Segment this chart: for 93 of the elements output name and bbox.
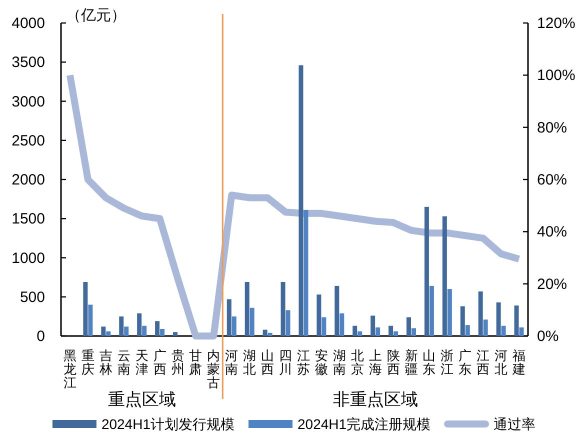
bar xyxy=(88,304,93,336)
category: 云南 xyxy=(117,348,130,377)
bar xyxy=(429,286,434,336)
category: 内蒙古 xyxy=(207,348,220,390)
bar xyxy=(83,282,88,336)
y-tick-label: 500 xyxy=(20,288,45,306)
bar xyxy=(340,313,344,336)
bar xyxy=(119,316,124,336)
bar xyxy=(478,291,483,336)
annotation: 非重点区域 xyxy=(332,390,418,409)
category: 山西 xyxy=(261,348,274,377)
bar xyxy=(137,313,142,336)
bar xyxy=(173,332,178,336)
bar xyxy=(304,210,308,336)
y2-tick-label: 60% xyxy=(537,172,568,188)
bar xyxy=(262,330,268,336)
category: 陕西 xyxy=(386,348,400,377)
bar xyxy=(442,216,447,336)
y-tick-label: 2000 xyxy=(12,172,45,188)
bar xyxy=(298,65,304,336)
category: 安徽 xyxy=(314,348,328,377)
y2-tick-label: 0% xyxy=(537,328,559,345)
bar xyxy=(465,325,470,336)
category: 吉林 xyxy=(99,348,112,377)
category: 上海 xyxy=(368,348,382,377)
ylabel: （亿元） xyxy=(66,7,126,24)
bar xyxy=(376,327,380,336)
category: 甘肃 xyxy=(189,348,202,377)
bar xyxy=(394,331,398,336)
bar xyxy=(447,289,452,336)
category: 天津 xyxy=(135,348,148,377)
bar xyxy=(406,317,411,336)
category: 福建 xyxy=(512,348,526,377)
bar xyxy=(286,310,290,336)
category: 江苏 xyxy=(296,348,310,377)
category: 北京 xyxy=(350,348,364,377)
bar xyxy=(160,328,165,336)
y2-tick-label: 40% xyxy=(537,224,568,241)
y-tick-label: 4000 xyxy=(12,15,45,32)
bar xyxy=(226,299,232,336)
bar xyxy=(358,331,362,336)
bar xyxy=(101,326,106,336)
y-tick-label: 0 xyxy=(36,328,45,345)
bar xyxy=(250,308,254,336)
y2-tick-label: 120% xyxy=(537,15,576,32)
category: 江西 xyxy=(476,348,490,377)
bar xyxy=(322,317,326,336)
y2-tick-label: 80% xyxy=(537,119,568,136)
bar xyxy=(106,331,111,336)
y-tick-label: 2500 xyxy=(12,132,45,150)
bar xyxy=(370,316,376,336)
bar xyxy=(124,326,129,336)
bar xyxy=(424,206,429,336)
category: 黑龙江 xyxy=(63,348,76,390)
category: 山东 xyxy=(422,348,436,377)
y2-tick-label: 100% xyxy=(537,67,576,84)
bar xyxy=(496,302,501,336)
y-tick-label: 1500 xyxy=(12,210,45,228)
y2-tick-label: 20% xyxy=(537,276,568,293)
bar xyxy=(352,326,358,336)
bar xyxy=(388,326,394,336)
category: 四川 xyxy=(279,348,292,377)
category: 湖北 xyxy=(243,348,256,377)
annotation: 重点区域 xyxy=(108,390,176,409)
y-tick-label: 3000 xyxy=(12,93,45,110)
legend-label: 2024H1计划发行规模 xyxy=(101,416,234,432)
bar xyxy=(316,294,322,336)
bar xyxy=(268,332,272,336)
category: 贵州 xyxy=(171,348,184,377)
bar xyxy=(519,327,524,336)
category: 重庆 xyxy=(81,348,94,377)
legend-label: 通过率 xyxy=(494,416,536,432)
category: 湖南 xyxy=(332,348,346,377)
bar xyxy=(334,286,340,336)
category: 新疆 xyxy=(404,348,418,377)
y-tick-label: 1000 xyxy=(12,250,45,267)
y-tick-label: 3500 xyxy=(12,54,45,72)
category: 广西 xyxy=(153,348,166,377)
bar xyxy=(232,316,236,336)
legend-label: 2024H1完成注册规模 xyxy=(298,416,431,432)
category: 浙江 xyxy=(440,348,454,377)
bar xyxy=(483,320,488,336)
bar xyxy=(501,326,506,336)
bar xyxy=(460,306,465,336)
bar xyxy=(142,326,147,336)
category: 河南 xyxy=(225,348,238,377)
category: 广东 xyxy=(458,348,472,377)
bar xyxy=(280,282,286,336)
bar xyxy=(514,305,519,336)
bar xyxy=(155,321,160,336)
category: 河北 xyxy=(494,348,508,377)
bar xyxy=(412,328,416,336)
bar xyxy=(244,282,250,336)
